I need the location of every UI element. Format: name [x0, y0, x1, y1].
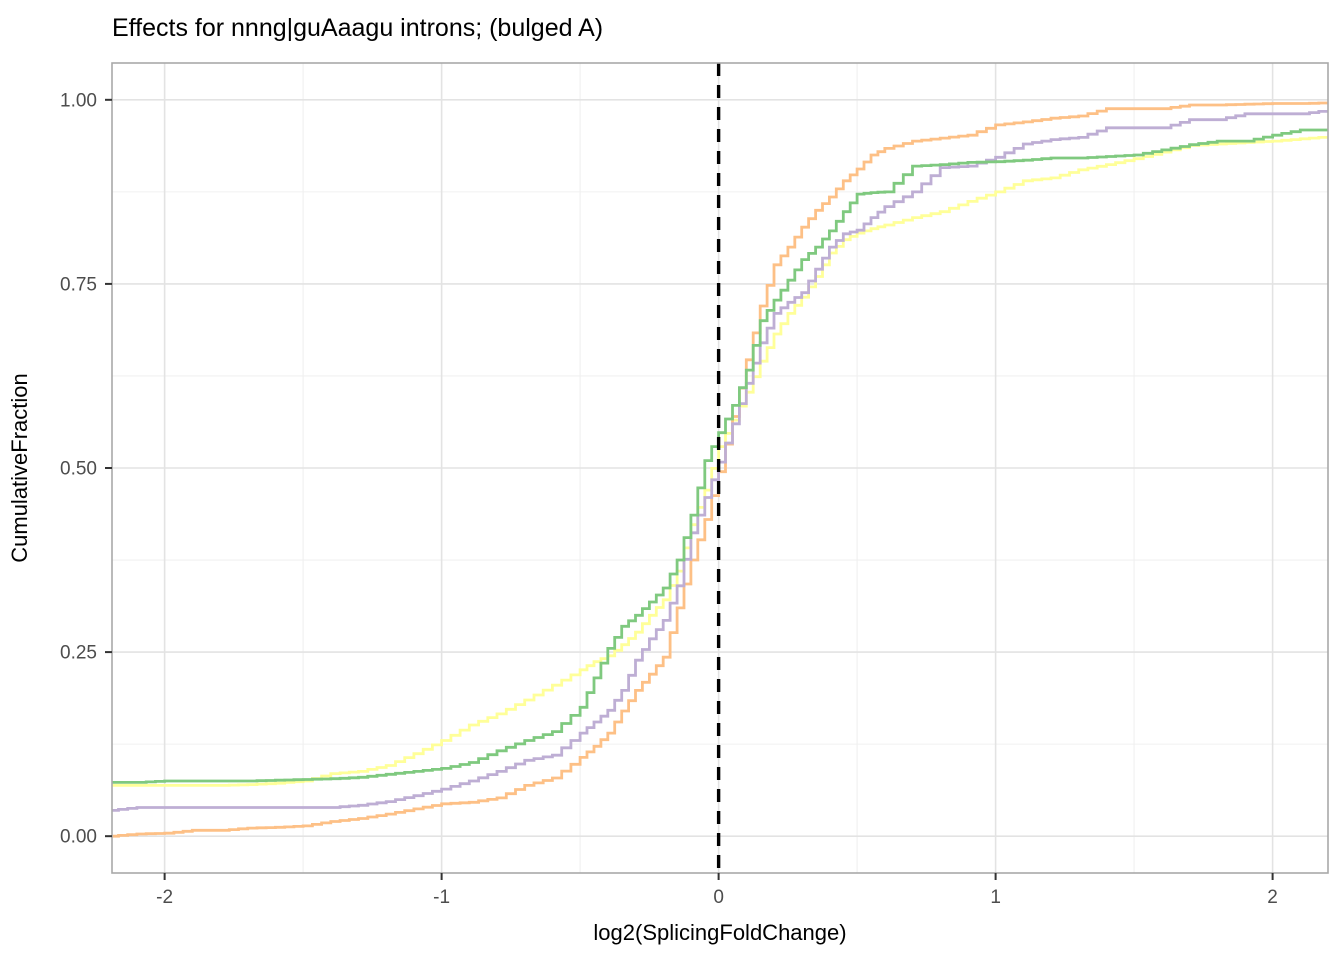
x-tick-label: -1	[433, 887, 450, 908]
x-axis-title: log2(SplicingFoldChange)	[593, 920, 846, 945]
series-lines	[112, 101, 1328, 838]
x-tick-label: 1	[990, 887, 1001, 908]
x-tick-labels: -2 -1 0 1 2	[156, 887, 1278, 908]
y-tick-label: 0.50	[60, 459, 97, 480]
y-tick-label: 0.75	[60, 274, 97, 295]
x-tick-label: 0	[713, 887, 724, 908]
ecdf-line-green	[112, 128, 1328, 784]
y-axis-title: CumulativeFraction	[7, 373, 32, 563]
ecdf-line-yellow	[112, 136, 1328, 787]
y-tick-label: 0.00	[60, 827, 97, 848]
ecdf-line-orange	[112, 101, 1328, 838]
x-tick-label: -2	[156, 887, 173, 908]
y-tick-labels: 0.00 0.25 0.50 0.75 1.00	[60, 90, 97, 847]
chart-title: Effects for nnng|guAaagu introns; (bulge…	[112, 14, 603, 42]
y-tick-label: 0.25	[60, 643, 97, 664]
axis-ticks	[105, 98, 1274, 880]
y-tick-label: 1.00	[60, 90, 97, 111]
x-tick-label: 2	[1267, 887, 1278, 908]
ecdf-line-purple	[112, 110, 1328, 812]
